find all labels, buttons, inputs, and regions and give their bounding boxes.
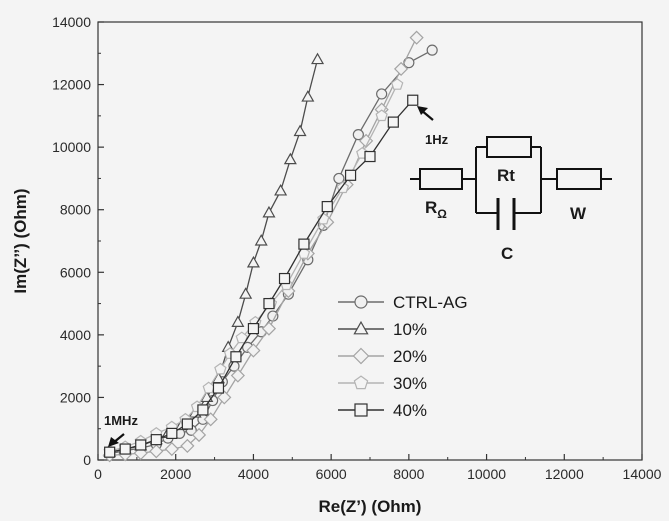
- data-point: [274, 183, 288, 196]
- data-point: [261, 321, 277, 336]
- data-point: [387, 116, 399, 128]
- data-point: [246, 343, 261, 358]
- y-tick-label: 10000: [52, 139, 91, 155]
- data-point: [203, 412, 218, 427]
- legend-label: 20%: [393, 347, 427, 366]
- data-point: [333, 172, 345, 185]
- annotation-1mhz-text: 1MHz: [104, 413, 138, 428]
- data-point: [247, 323, 260, 335]
- data-point: [149, 444, 164, 459]
- annotation-1hz: 1Hz: [417, 106, 449, 147]
- data-point: [298, 238, 310, 250]
- data-point: [311, 52, 325, 65]
- legend-label: 40%: [393, 401, 427, 420]
- data-point: [230, 368, 245, 383]
- equivalent-circuit: [410, 136, 612, 230]
- y-tick-label: 8000: [60, 202, 91, 218]
- x-tick-label: 10000: [467, 466, 506, 482]
- legend-marker: [353, 320, 369, 335]
- data-point: [283, 152, 297, 165]
- y-tick-label: 4000: [60, 327, 91, 343]
- legend-label: CTRL-AG: [393, 293, 468, 312]
- data-point: [317, 212, 330, 225]
- legend: CTRL-AG 10% 20% 30% 40%: [338, 293, 468, 420]
- label-omega-subscript: Ω: [437, 207, 447, 221]
- x-tick-label: 14000: [623, 466, 662, 482]
- legend-marker: [353, 375, 369, 390]
- data-point: [150, 434, 162, 446]
- y-tick-label: 6000: [60, 264, 91, 280]
- arrow-1mhz-head: [108, 437, 119, 447]
- plot-area: [97, 21, 643, 461]
- data-point: [390, 78, 404, 90]
- data-point: [181, 418, 193, 430]
- x-tick-label: 4000: [238, 466, 269, 482]
- data-point: [376, 88, 388, 100]
- data-point: [352, 129, 364, 141]
- y-tick-label: 14000: [52, 14, 91, 30]
- series-layer: [102, 30, 438, 463]
- axis-ticks: 0 2000 4000 6000 8000 10000 12000 14000 0 2000 400…: [52, 14, 662, 482]
- legend-marker: [354, 403, 368, 417]
- data-point: [239, 287, 253, 299]
- data-point: [407, 94, 419, 106]
- data-point: [409, 30, 424, 45]
- annotation-1hz-text: 1Hz: [425, 132, 449, 147]
- x-axis-title: Re(Z’) (Ohm): [319, 497, 422, 516]
- legend-marker: [354, 295, 368, 309]
- data-point: [214, 362, 227, 375]
- data-point: [321, 200, 333, 213]
- data-point: [246, 255, 260, 268]
- label-w: W: [570, 204, 587, 223]
- data-point: [278, 272, 291, 285]
- data-point: [364, 150, 376, 163]
- x-tick-label: 12000: [545, 466, 584, 482]
- data-point: [231, 315, 245, 327]
- data-point: [344, 169, 357, 181]
- data-point: [119, 443, 131, 455]
- label-r-omega: RΩ: [425, 198, 447, 221]
- x-tick-label: 2000: [160, 466, 191, 482]
- y-tick-label: 12000: [52, 77, 91, 93]
- y-tick-label: 0: [83, 452, 91, 468]
- data-point: [263, 297, 275, 310]
- data-point: [212, 382, 225, 394]
- x-tick-label: 6000: [316, 466, 347, 482]
- data-point: [293, 124, 307, 137]
- data-point: [254, 234, 268, 246]
- data-point: [104, 446, 116, 458]
- data-point: [375, 109, 388, 122]
- data-point: [393, 61, 409, 77]
- data-point: [426, 44, 438, 56]
- data-point: [262, 205, 276, 218]
- data-point: [217, 390, 232, 405]
- data-point: [191, 427, 207, 443]
- data-point: [230, 351, 242, 363]
- data-point: [197, 404, 209, 416]
- data-point: [267, 310, 279, 322]
- data-point: [235, 331, 248, 344]
- annotation-1mhz: 1MHz: [104, 413, 138, 447]
- label-rt: Rt: [497, 166, 515, 185]
- data-point: [135, 439, 147, 451]
- series-square: [104, 94, 419, 458]
- label-c: C: [501, 244, 513, 263]
- y-axis-title: Im(Z’’) (Ohm): [11, 188, 30, 293]
- data-point: [166, 427, 178, 440]
- arrow-1hz-head: [417, 106, 428, 115]
- legend-label: 10%: [393, 320, 427, 339]
- legend-label: 30%: [393, 374, 427, 393]
- legend-marker: [352, 347, 370, 365]
- y-tick-label: 2000: [60, 389, 91, 405]
- x-tick-label: 8000: [393, 466, 424, 482]
- data-point: [301, 90, 315, 102]
- data-point: [164, 441, 179, 457]
- x-tick-label: 0: [94, 466, 102, 482]
- data-point: [180, 438, 195, 454]
